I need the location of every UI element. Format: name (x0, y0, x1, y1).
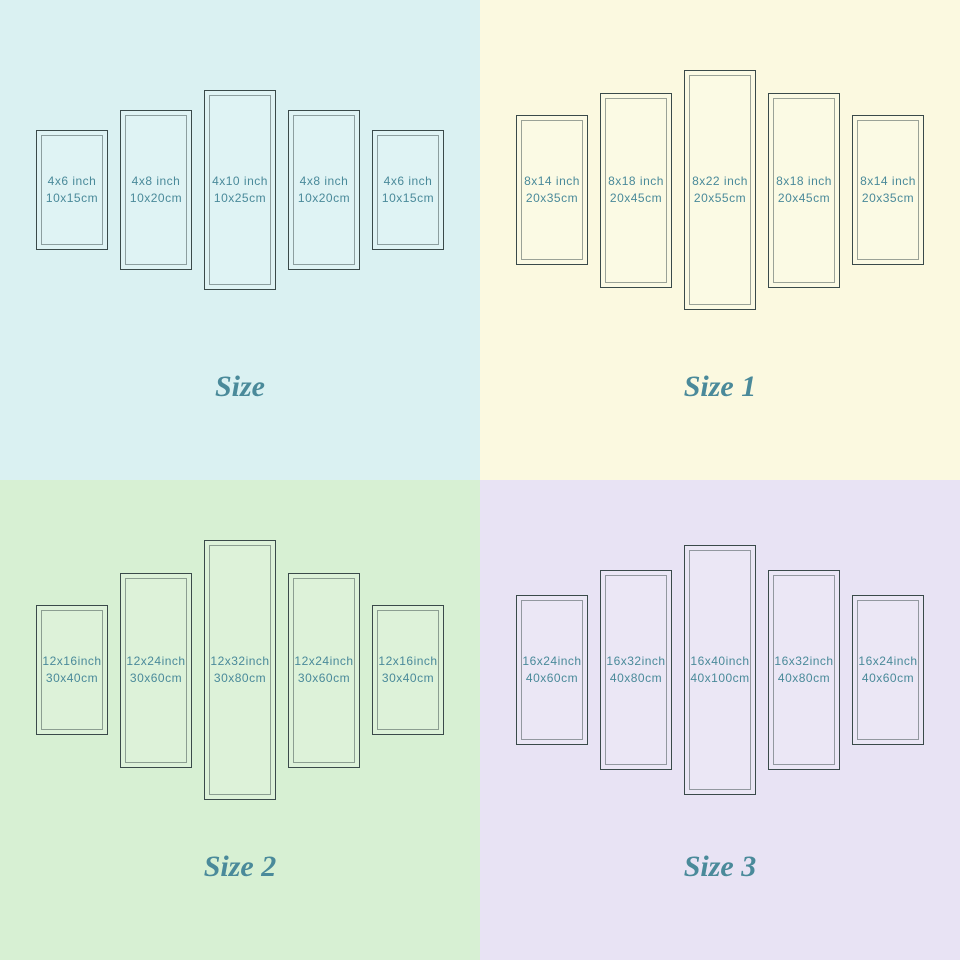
panel: 4x10 inch 10x25cm (204, 90, 276, 290)
panel-inch: 8x18 inch (608, 173, 664, 190)
panel-cm: 20x35cm (862, 190, 914, 207)
panel: 16x32inch 40x80cm (600, 570, 672, 770)
panel-cm: 30x60cm (130, 670, 182, 687)
panel-cm: 40x80cm (610, 670, 662, 687)
panel-inch: 8x14 inch (860, 173, 916, 190)
panel: 4x8 inch 10x20cm (120, 110, 192, 270)
panel-row: 4x6 inch 10x15cm 4x8 inch 10x20cm 4x10 i… (36, 30, 444, 350)
panel-cm: 10x20cm (298, 190, 350, 207)
panel-inch: 12x16inch (378, 653, 437, 670)
panel-inch: 12x24inch (294, 653, 353, 670)
panel-cm: 30x40cm (382, 670, 434, 687)
panel: 4x8 inch 10x20cm (288, 110, 360, 270)
panel-cm: 20x45cm (778, 190, 830, 207)
panel-inch: 12x24inch (126, 653, 185, 670)
panel-inch: 4x8 inch (132, 173, 181, 190)
panel: 8x18 inch 20x45cm (768, 93, 840, 288)
quadrant-size1: 8x14 inch 20x35cm 8x18 inch 20x45cm 8x22… (480, 0, 960, 480)
quadrant-size: 4x6 inch 10x15cm 4x8 inch 10x20cm 4x10 i… (0, 0, 480, 480)
panel-inch: 16x24inch (858, 653, 917, 670)
panel: 4x6 inch 10x15cm (36, 130, 108, 250)
panel: 16x40inch 40x100cm (684, 545, 756, 795)
panel-inch: 4x6 inch (384, 173, 433, 190)
panel: 8x14 inch 20x35cm (516, 115, 588, 265)
panel-inch: 4x10 inch (212, 173, 268, 190)
panel-inch: 16x32inch (774, 653, 833, 670)
panel-cm: 10x20cm (130, 190, 182, 207)
panel: 8x18 inch 20x45cm (600, 93, 672, 288)
panel-inch: 8x18 inch (776, 173, 832, 190)
panel-cm: 20x55cm (694, 190, 746, 207)
panel-cm: 20x35cm (526, 190, 578, 207)
panel-inch: 4x8 inch (300, 173, 349, 190)
panel-cm: 10x25cm (214, 190, 266, 207)
panel-cm: 10x15cm (46, 190, 98, 207)
panel-cm: 20x45cm (610, 190, 662, 207)
panel-cm: 40x60cm (862, 670, 914, 687)
size-grid: 4x6 inch 10x15cm 4x8 inch 10x20cm 4x10 i… (0, 0, 960, 960)
panel-row: 16x24inch 40x60cm 16x32inch 40x80cm 16x4… (516, 510, 924, 830)
panel-inch: 4x6 inch (48, 173, 97, 190)
panel-inch: 16x32inch (606, 653, 665, 670)
panel-cm: 30x60cm (298, 670, 350, 687)
panel-row: 12x16inch 30x40cm 12x24inch 30x60cm 12x3… (36, 510, 444, 830)
panel: 12x16inch 30x40cm (36, 605, 108, 735)
panel-inch: 8x22 inch (692, 173, 748, 190)
quadrant-label: Size 1 (684, 370, 757, 404)
quadrant-label: Size 3 (684, 850, 757, 884)
panel: 8x22 inch 20x55cm (684, 70, 756, 310)
panel-cm: 40x60cm (526, 670, 578, 687)
panel: 12x32inch 30x80cm (204, 540, 276, 800)
quadrant-label: Size (215, 370, 265, 404)
panel-cm: 40x80cm (778, 670, 830, 687)
panel: 16x24inch 40x60cm (852, 595, 924, 745)
panel-row: 8x14 inch 20x35cm 8x18 inch 20x45cm 8x22… (516, 30, 924, 350)
panel-cm: 40x100cm (690, 670, 749, 687)
panel: 16x24inch 40x60cm (516, 595, 588, 745)
panel-cm: 10x15cm (382, 190, 434, 207)
panel-inch: 16x40inch (690, 653, 749, 670)
panel-inch: 8x14 inch (524, 173, 580, 190)
quadrant-label: Size 2 (204, 850, 277, 884)
panel: 16x32inch 40x80cm (768, 570, 840, 770)
panel: 4x6 inch 10x15cm (372, 130, 444, 250)
panel: 12x16inch 30x40cm (372, 605, 444, 735)
panel-inch: 12x16inch (42, 653, 101, 670)
panel-inch: 12x32inch (210, 653, 269, 670)
panel-cm: 30x80cm (214, 670, 266, 687)
panel: 8x14 inch 20x35cm (852, 115, 924, 265)
quadrant-size2: 12x16inch 30x40cm 12x24inch 30x60cm 12x3… (0, 480, 480, 960)
panel-inch: 16x24inch (522, 653, 581, 670)
panel: 12x24inch 30x60cm (120, 573, 192, 768)
panel: 12x24inch 30x60cm (288, 573, 360, 768)
panel-cm: 30x40cm (46, 670, 98, 687)
quadrant-size3: 16x24inch 40x60cm 16x32inch 40x80cm 16x4… (480, 480, 960, 960)
